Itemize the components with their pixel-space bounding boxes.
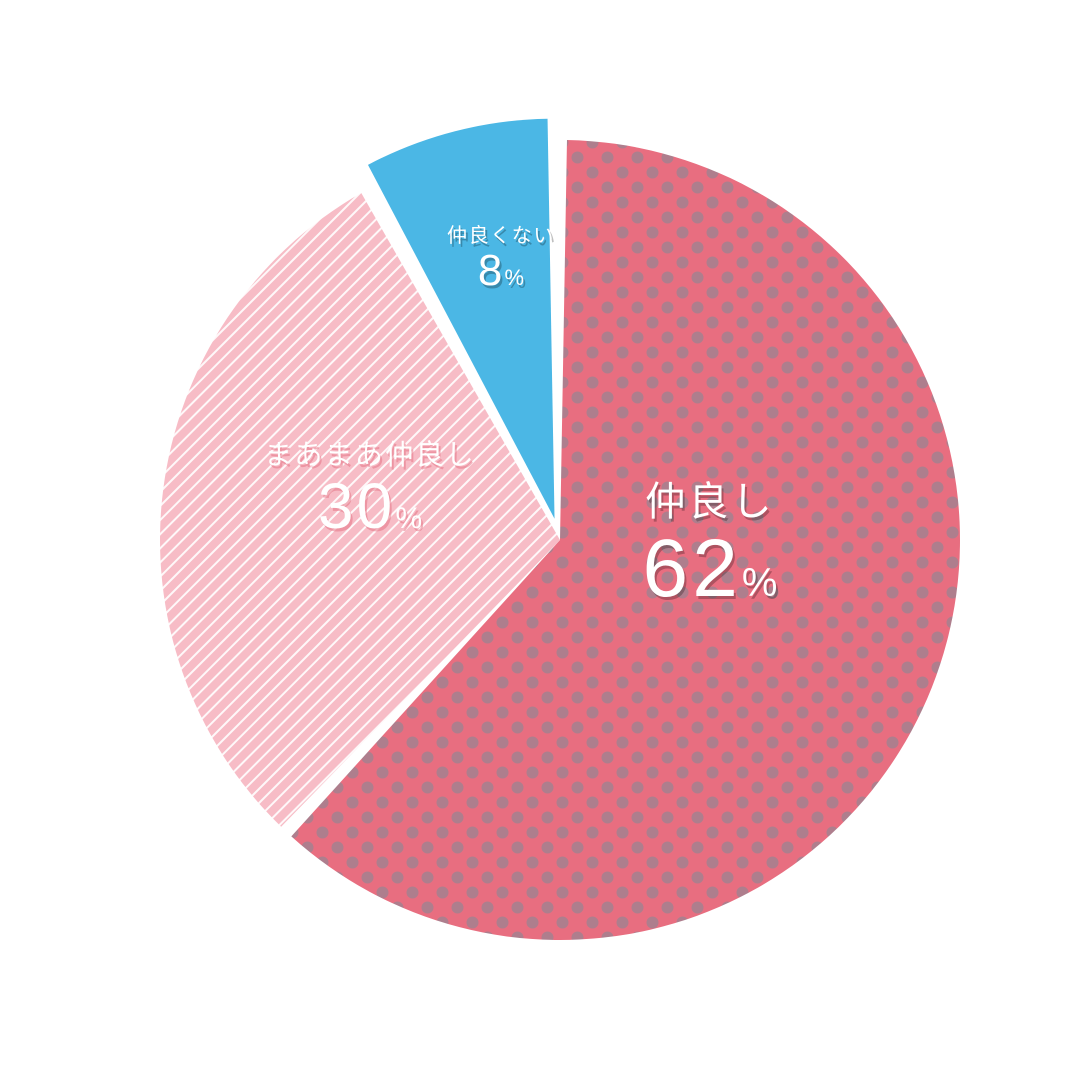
slice-number-soso: 30 (318, 470, 396, 542)
slice-category-bad: 仲良くない (447, 225, 555, 247)
slice-category-good: 仲良し (643, 480, 778, 524)
percent-sign: % (742, 561, 778, 605)
percent-sign: % (505, 265, 525, 290)
slice-value-soso: 30% (318, 515, 422, 532)
slice-value-bad: 8% (478, 272, 524, 289)
slice-label-soso: まあまあ仲良し30% (264, 440, 476, 541)
slice-number-bad: 8 (478, 246, 505, 295)
slice-label-bad: 仲良くない8% (447, 225, 555, 295)
slice-value-good: 62% (643, 583, 778, 600)
slice-number-good: 62 (643, 523, 742, 614)
slice-label-good: 仲良し62% (643, 480, 778, 614)
percent-sign: % (395, 502, 422, 535)
pie-svg (0, 0, 1080, 1080)
pie-chart: 仲良し62%まあまあ仲良し30%仲良くない8% (0, 0, 1080, 1080)
slice-category-soso: まあまあ仲良し (264, 440, 476, 471)
